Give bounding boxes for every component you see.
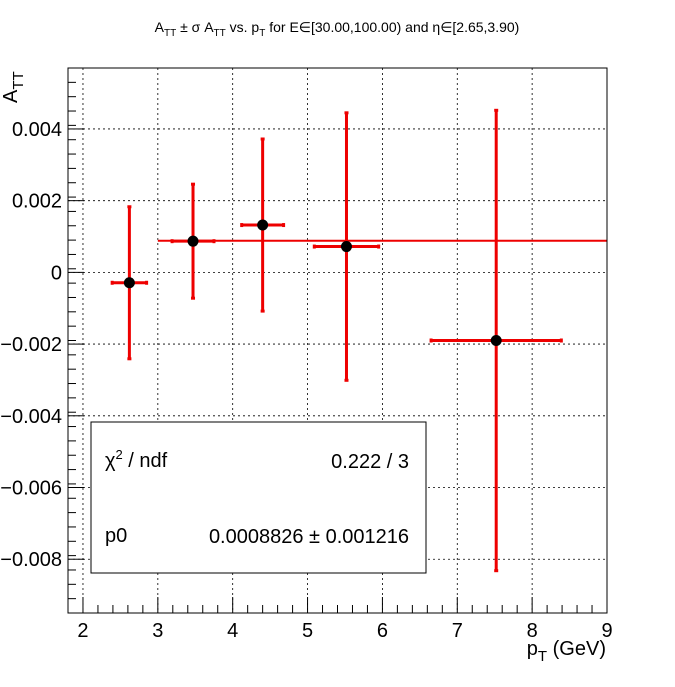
fit-stats-box: χ2 / ndf 0.222 / 3 p0 0.0008826 ± 0.0012… bbox=[90, 421, 427, 574]
plot-frame bbox=[67, 67, 608, 614]
x-tick-label: 9 bbox=[601, 620, 612, 642]
data-point-marker bbox=[123, 277, 135, 289]
y-tick-label: −0.002 bbox=[0, 334, 62, 356]
x-tick-label: 2 bbox=[77, 620, 88, 642]
y-axis-label: ATT bbox=[0, 71, 27, 103]
data-point-marker bbox=[490, 335, 502, 346]
y-tick-label: 0 bbox=[51, 262, 62, 284]
chi2-value: 0.222 / 3 bbox=[331, 451, 409, 473]
y-tick-label: 0.002 bbox=[12, 191, 62, 213]
x-tick-label: 6 bbox=[377, 620, 388, 642]
stats-box-frame bbox=[90, 421, 427, 574]
x-axis-label: pT (GeV) bbox=[527, 638, 606, 665]
data-points-layer bbox=[110, 108, 563, 573]
chi2-label: χ2 / ndf bbox=[105, 447, 168, 472]
chart-title: ATT ± σ ATT vs. pT for E∈[30.00,100.00) … bbox=[155, 19, 520, 39]
x-tick-label: 3 bbox=[152, 620, 163, 642]
y-tick-label: 0.004 bbox=[12, 119, 62, 141]
data-point-marker bbox=[340, 241, 352, 253]
p0-label: p0 bbox=[105, 525, 127, 547]
x-tick-label: 8 bbox=[527, 620, 538, 642]
data-point-marker bbox=[257, 219, 269, 231]
x-tick-label: 4 bbox=[227, 620, 238, 642]
p0-value: 0.0008826 ± 0.001216 bbox=[209, 526, 409, 548]
x-tick-label: 5 bbox=[302, 620, 313, 642]
y-tick-label: −0.004 bbox=[0, 406, 62, 428]
x-tick-label: 7 bbox=[452, 620, 463, 642]
data-point-marker bbox=[187, 235, 199, 247]
grid-layer bbox=[68, 68, 607, 613]
y-tick-label: −0.006 bbox=[0, 478, 62, 500]
y-tick-label: −0.008 bbox=[0, 549, 62, 571]
